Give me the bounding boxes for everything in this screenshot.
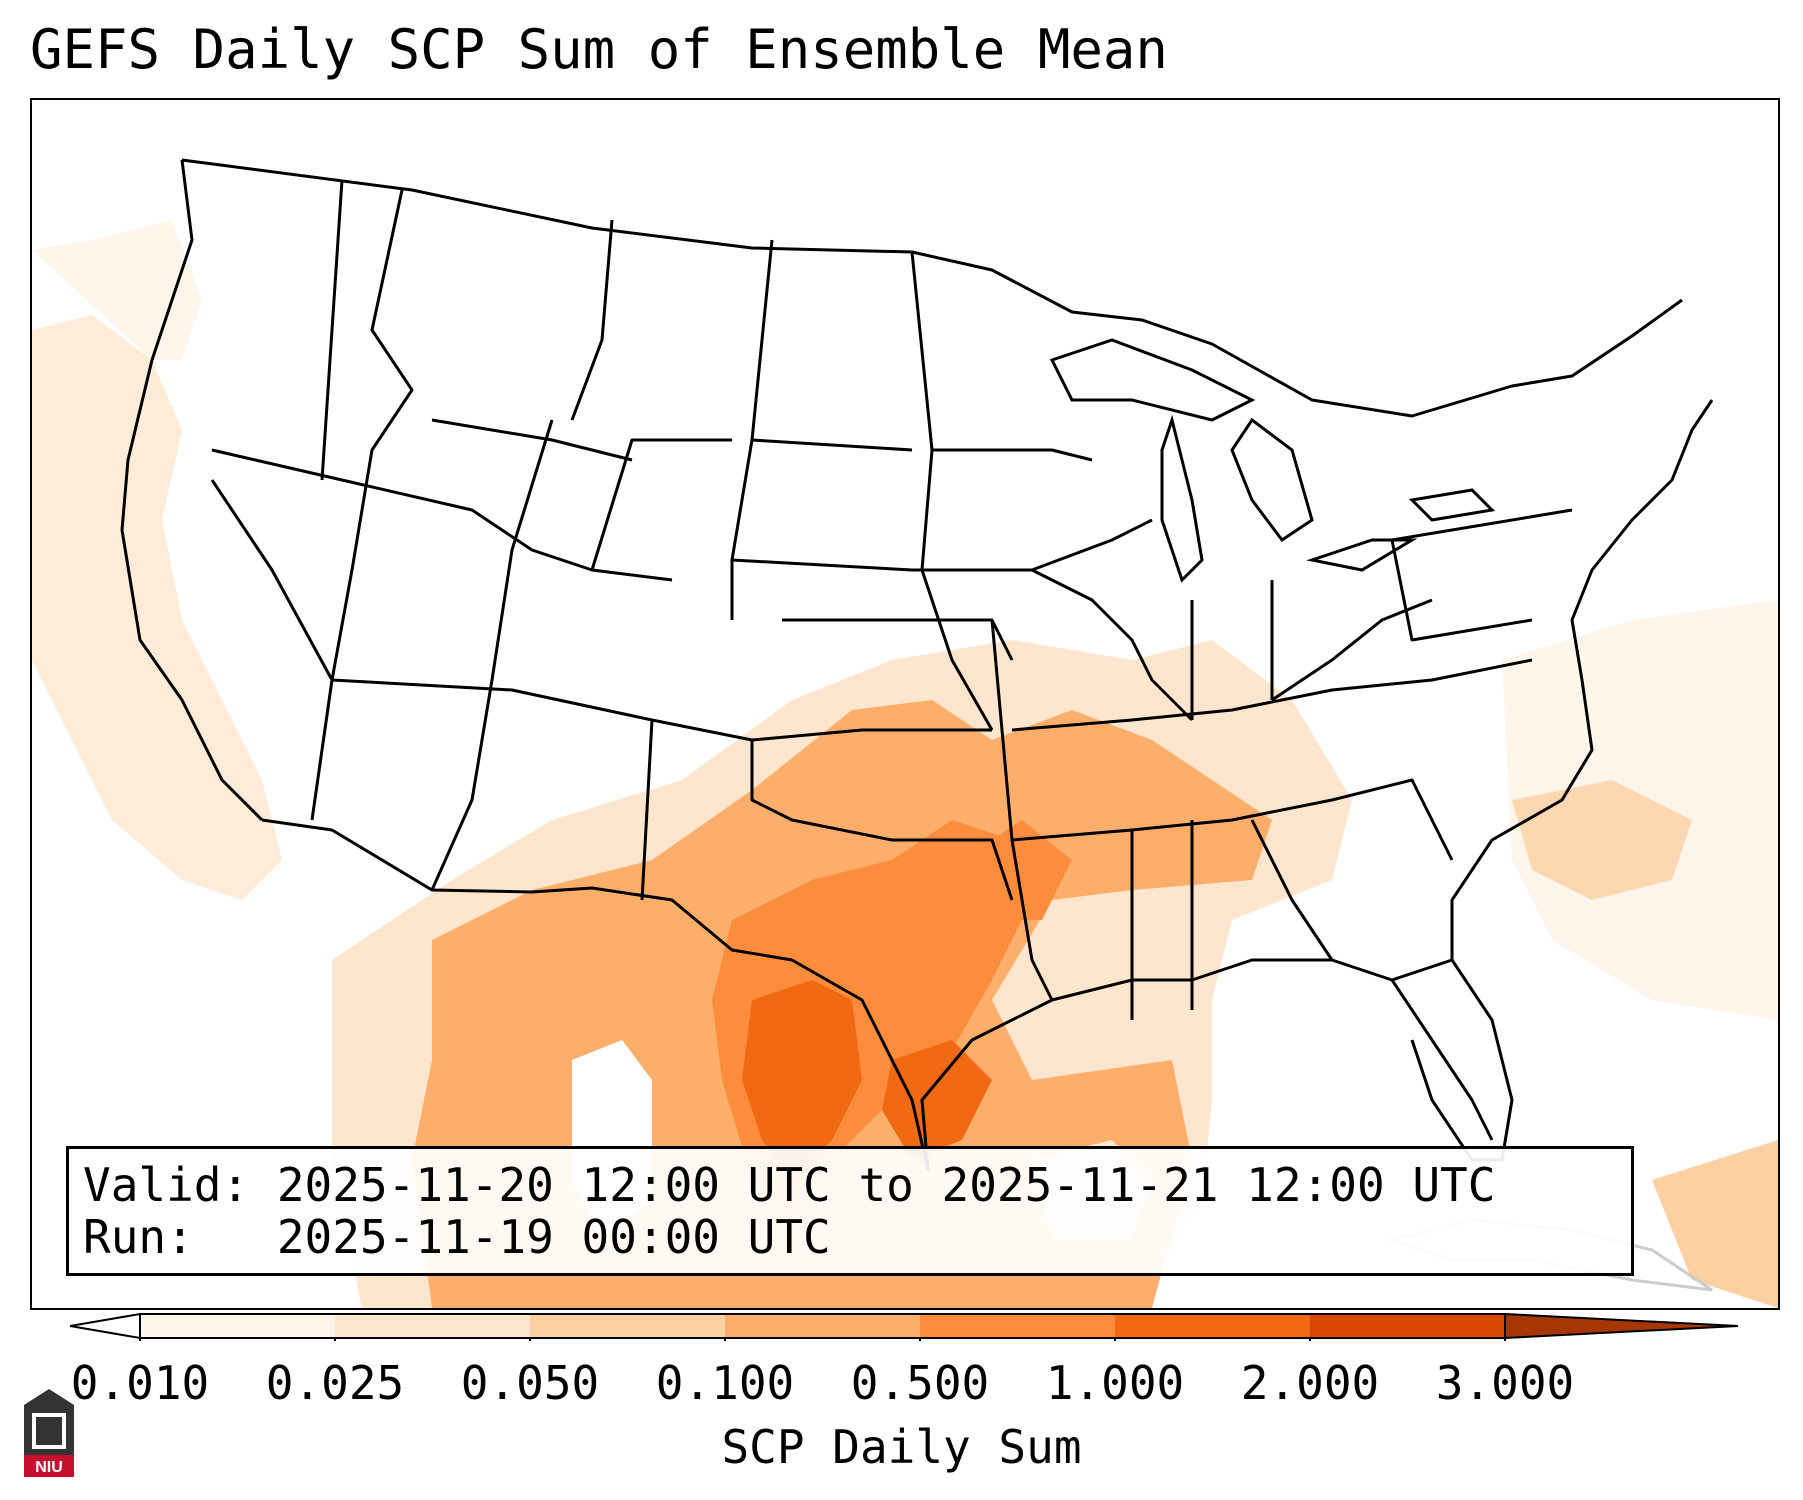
- state-line: [431, 418, 633, 462]
- lake-michigan: [1160, 414, 1204, 583]
- colorbar-under-extension: [70, 1312, 141, 1340]
- west-coast: [120, 159, 264, 822]
- state-line: [341, 478, 673, 582]
- great-lakes: [1049, 338, 1496, 583]
- state-line: [731, 558, 913, 572]
- scp-shading: [32, 220, 1778, 1308]
- state-line: [570, 219, 614, 421]
- niu-logo: NIU: [24, 1389, 74, 1477]
- state-line: [750, 740, 1014, 901]
- colorbar-tick-label: 0.100: [655, 1356, 795, 1410]
- state-line: [320, 179, 344, 481]
- map-panel: [30, 98, 1780, 1310]
- scp-region-pacific-light: [32, 315, 282, 900]
- colorbar-tick-label: 1.000: [1045, 1356, 1185, 1410]
- colorbar-segment: [335, 1314, 530, 1338]
- state-line: [1011, 658, 1533, 732]
- colorbar-tick-label: 0.050: [460, 1356, 600, 1410]
- state-line: [1011, 798, 1333, 842]
- gulf-coast: [920, 958, 1494, 1171]
- colorbar-segment: [725, 1314, 920, 1338]
- colorbar-border: [139, 1313, 1506, 1339]
- colorbar-segment: [140, 1314, 335, 1338]
- state-line: [430, 419, 554, 891]
- colorbar-segment: [530, 1314, 725, 1338]
- state-line: [1390, 539, 1533, 642]
- lake-erie: [1306, 538, 1418, 572]
- colorbar-segment: [1115, 1314, 1310, 1338]
- state-line: [331, 678, 992, 742]
- validity-info-box: Valid: 2025-11-20 12:00 UTC to 2025-11-2…: [66, 1146, 1634, 1276]
- colorbar-segment: [920, 1314, 1115, 1338]
- colorbar-tick-label: 3.000: [1435, 1356, 1575, 1410]
- state-line: [1250, 819, 1334, 961]
- colorbar-tick-label: 0.500: [850, 1356, 990, 1410]
- state-line: [932, 448, 1093, 462]
- colorbar-over-extension: [1504, 1312, 1739, 1340]
- state-line: [1331, 778, 1454, 861]
- state-line: [730, 239, 774, 620]
- lake-ontario: [1408, 488, 1496, 522]
- colorbar-tick-label: 2.000: [1240, 1356, 1380, 1410]
- east-coast: [1450, 399, 1714, 960]
- colorbar-tick-label: 0.025: [265, 1356, 405, 1410]
- map-canvas: [32, 158, 1778, 1308]
- colorbar: [70, 1312, 1739, 1341]
- colorbar-segment: [1310, 1314, 1505, 1338]
- state-line: [1391, 508, 1573, 542]
- run-time-text: Run: 2025-11-19 00:00 UTC: [83, 1210, 831, 1264]
- lake-huron: [1230, 417, 1314, 543]
- scp-region-caribbean: [1652, 1140, 1778, 1308]
- state-line: [912, 518, 1153, 572]
- scp-region-texas-core: [742, 980, 862, 1180]
- state-line: [211, 448, 343, 482]
- florida-coast: [1391, 958, 1514, 1162]
- scp-region-pacific-lighter: [32, 220, 202, 360]
- state-borders: [120, 158, 1714, 1171]
- mexico-border: [261, 818, 930, 1171]
- lake-superior: [1049, 338, 1256, 422]
- scp-region-atlantic-mid: [1512, 780, 1692, 900]
- colorbar-tick-label: 0.010: [70, 1356, 210, 1410]
- state-line: [210, 479, 334, 821]
- svg-text:NIU: NIU: [35, 1459, 63, 1476]
- valid-time-text: Valid: 2025-11-20 12:00 UTC to 2025-11-2…: [83, 1158, 1496, 1212]
- state-line: [751, 438, 913, 452]
- colorbar-label: SCP Daily Sum: [721, 1420, 1082, 1474]
- state-line: [590, 438, 732, 571]
- state-line: [1031, 568, 1194, 722]
- scp-region-gulf-core: [882, 1040, 992, 1160]
- canada-border: [181, 158, 1683, 418]
- state-line: [640, 719, 654, 901]
- state-line: [330, 189, 414, 681]
- map-title: GEFS Daily SCP Sum of Ensemble Mean: [30, 18, 1168, 81]
